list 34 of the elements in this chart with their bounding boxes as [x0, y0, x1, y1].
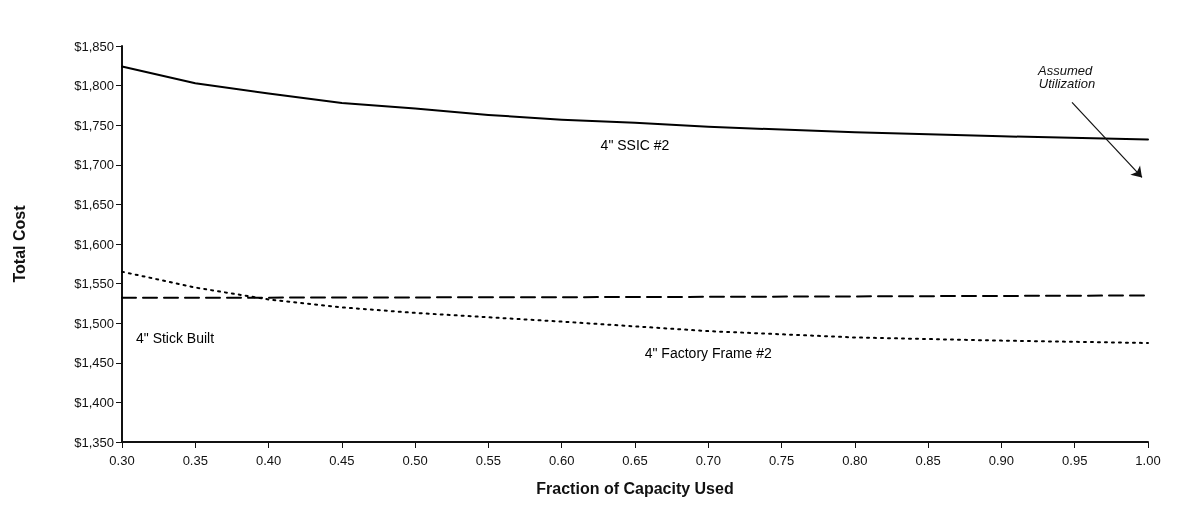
y-tick-label: $1,550	[74, 276, 114, 292]
line-series	[121, 65, 1149, 141]
x-tick-label: 0.40	[255, 453, 282, 468]
x-tick-label: 0.45	[329, 453, 355, 468]
x-tick-label: 0.70	[695, 453, 721, 468]
x-tick-label: 1.00	[1135, 453, 1161, 468]
y-tick-label: $1,400	[74, 394, 114, 410]
x-tick-label: 0.30	[109, 453, 135, 468]
x-tick-label: 0.95	[1062, 453, 1088, 468]
x-tick-label: 0.50	[402, 453, 428, 468]
y-tick-label: $1,800	[74, 78, 114, 94]
x-tick-label: 0.75	[768, 453, 795, 468]
y-tick-label: $1,350	[74, 434, 114, 450]
annotation: Assumed Utilization	[1037, 63, 1096, 92]
y-tick-label: $1,700	[74, 157, 114, 173]
y-tick-label: $1,650	[74, 196, 114, 212]
x-tick-label: 0.60	[549, 453, 575, 468]
series-label: 4" SSIC #2	[600, 136, 670, 153]
y-tick-label: $1,450	[74, 355, 114, 371]
x-tick-label: 0.85	[915, 453, 941, 468]
line-series	[121, 270, 1149, 344]
text: 4" Stick Built	[136, 329, 215, 346]
series-label: 4" Factory Frame #2	[644, 345, 773, 362]
y-axis-title: Total Cost	[10, 204, 28, 283]
x-tick-label: 0.35	[182, 453, 208, 468]
y-tick-label: $1,500	[74, 315, 114, 331]
y-tick-label: $1,850	[74, 38, 114, 54]
x-tick-label: 0.55	[475, 453, 502, 468]
x-axis-title: Fraction of Capacity Used	[536, 479, 734, 497]
y-tick-label: $1,600	[74, 236, 114, 252]
x-tick-label: 0.80	[842, 453, 868, 468]
x-tick-label: 0.90	[988, 453, 1015, 468]
y-tick-label: $1,750	[74, 117, 114, 133]
x-tick-label: 0.65	[622, 453, 648, 468]
